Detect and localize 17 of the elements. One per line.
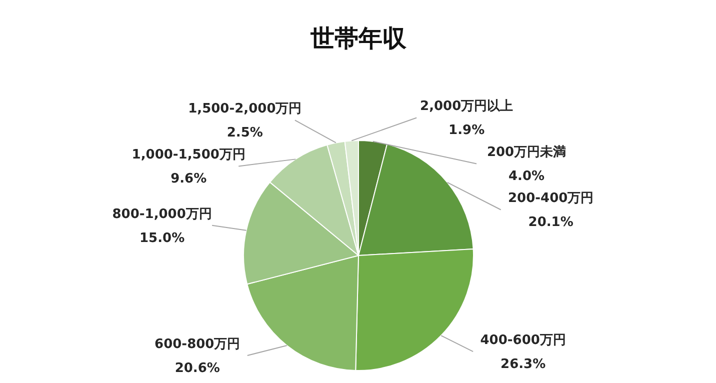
data-label: 9.6% xyxy=(170,172,207,187)
slice-label: 600-800万円 xyxy=(154,337,240,352)
chart-title: 世帯年収 xyxy=(310,24,408,52)
data-label: 20.1% xyxy=(528,215,574,230)
slice-label: 200万円未満 xyxy=(486,145,566,160)
data-label: 15.0% xyxy=(140,230,185,246)
slice-label: 1,500-2,000万円 xyxy=(188,102,302,117)
slice-label: 200-400万円 xyxy=(508,191,594,206)
slice-label: 2,000万円以上 xyxy=(420,99,514,114)
data-label: 20.6% xyxy=(174,361,220,376)
data-label: 1.9% xyxy=(448,123,485,138)
slice-label: 800-1,000万円 xyxy=(112,206,212,222)
data-label: 26.3% xyxy=(500,357,546,372)
slice-label: 400-600万円 xyxy=(480,333,566,348)
data-label: 2.5% xyxy=(226,126,263,141)
data-label: 4.0% xyxy=(508,169,545,184)
slice-label: 1,000-1,500万円 xyxy=(132,148,246,163)
